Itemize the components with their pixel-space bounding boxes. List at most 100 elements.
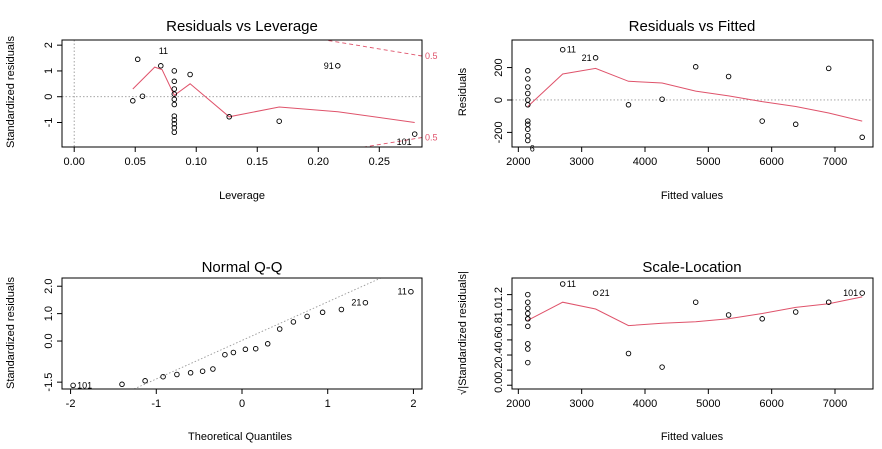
rvf-point-6 [525, 118, 531, 124]
sl-y-tick-label-2: 0.4 [493, 347, 505, 362]
qq-point-7 [210, 366, 216, 372]
qq-point-10 [242, 346, 249, 353]
rvf-point-13 [625, 102, 632, 108]
rvl-y-tick-label-2: 1 [43, 68, 55, 74]
qq-point-9 [230, 349, 237, 356]
scale-location-panel: Scale-Location Fitted values √|Standardi… [457, 259, 874, 443]
qq-point-11 [252, 345, 259, 352]
rvf-plot-frame [511, 39, 874, 148]
rvf-point-5 [525, 102, 531, 108]
rvf-point-label-0: 11 [567, 45, 576, 55]
rvl-point-11 [171, 117, 178, 123]
rvf-x-tick-label-0: 2000 [506, 156, 530, 168]
rvf-y-tick-label-2: 200 [493, 58, 505, 76]
rvl-point-9 [171, 101, 178, 108]
qq-point-2 [142, 378, 148, 384]
sl-x-tick-label-3: 5000 [696, 398, 720, 410]
qq-point-14 [290, 319, 297, 325]
qq-x-tick-label-1: -1 [151, 398, 161, 410]
qq-point-16 [319, 309, 326, 316]
rvf-title: Residuals vs Fitted [629, 18, 756, 35]
sl-point-5 [525, 323, 531, 330]
qq-y-tick-label-0: -1.5 [43, 373, 55, 392]
rvl-cooks-distance-line-0 [322, 40, 422, 57]
rvf-point-19 [825, 65, 832, 72]
rvf-point-10 [525, 137, 531, 144]
rvl-smooth-line [132, 66, 415, 123]
rvl-point-5 [171, 78, 178, 85]
sl-point-12 [625, 350, 632, 357]
rvl-point-label-1: 91 [324, 61, 334, 71]
rvl-point-0 [130, 98, 136, 104]
sl-point-6 [525, 340, 531, 347]
rvf-point-3 [525, 90, 531, 97]
sl-point-3 [525, 310, 531, 317]
qq-point-13 [276, 326, 283, 332]
rvl-x-tick-label-3: 0.15 [247, 156, 268, 168]
qq-y-tick-label-2: 1.0 [43, 306, 55, 321]
sl-y-tick-label-1: 0.2 [493, 362, 505, 377]
qq-point-8 [222, 351, 228, 358]
qq-point-label-1: 21 [351, 298, 361, 308]
rvf-point-12 [592, 55, 599, 61]
qq-point-15 [304, 313, 310, 320]
rvl-point-2 [139, 93, 146, 99]
rvf-point-2 [525, 84, 531, 90]
qq-point-17 [338, 306, 345, 313]
rvl-point-14 [171, 129, 178, 136]
sl-point-14 [692, 299, 699, 305]
sl-point-16 [759, 316, 765, 322]
rvl-point-12 [171, 121, 178, 127]
rvl-point-3 [158, 63, 164, 69]
rvl-x-tick-label-4: 0.20 [308, 156, 329, 168]
rvl-point-18 [335, 63, 341, 69]
qq-point-12 [264, 341, 271, 347]
normal-qq-panel: Normal Q-Q Theoretical Quantiles Standar… [5, 259, 423, 443]
sl-x-tick-label-0: 2000 [506, 398, 530, 410]
qq-plot-frame [61, 277, 423, 390]
qq-point-19 [408, 288, 414, 295]
sl-point-0 [525, 291, 531, 298]
rvf-point-11 [559, 46, 566, 53]
rvl-x-axis-label: Leverage [219, 190, 265, 202]
qq-title: Normal Q-Q [202, 259, 283, 276]
rvf-x-tick-label-2: 4000 [633, 156, 657, 168]
qq-point-6 [199, 368, 206, 374]
rvl-point-6 [171, 86, 178, 92]
sl-y-tick-label-0: 0.0 [493, 378, 505, 393]
rvf-x-tick-label-4: 6000 [759, 156, 783, 168]
qq-point-18 [362, 299, 369, 306]
sl-plot-area [525, 281, 865, 370]
rvf-point-8 [525, 126, 531, 132]
rvf-point-18 [792, 121, 799, 128]
rvf-y-tick-label-1: 0 [493, 97, 505, 103]
sl-y-tick-label-5: 1.0 [493, 302, 505, 317]
rvf-point-label-2: 6 [530, 144, 535, 154]
rvl-point-4 [171, 68, 178, 74]
rvl-point-10 [171, 113, 178, 119]
rvf-smooth-line [527, 67, 863, 122]
sl-x-tick-label-4: 6000 [759, 398, 783, 410]
rvl-point-7 [171, 91, 178, 97]
sl-point-13 [659, 364, 665, 370]
rvl-cooks-distance-line-1 [361, 137, 422, 147]
sl-point-label-0: 11 [567, 279, 576, 289]
rvl-x-tick-label-5: 0.25 [369, 156, 390, 168]
rvl-y-tick-label-1: 0 [43, 94, 55, 100]
residuals-vs-leverage-panel: Residuals vs Leverage Leverage Standardi… [5, 18, 438, 202]
rvl-point-16 [226, 114, 232, 120]
qq-point-3 [160, 373, 166, 380]
sl-point-18 [825, 299, 832, 305]
rvf-plot-area [512, 46, 873, 144]
rvf-point-14 [659, 96, 665, 102]
rvf-x-tick-label-3: 5000 [696, 156, 720, 168]
qq-point-5 [187, 370, 194, 376]
sl-point-label-1: 21 [600, 288, 610, 298]
qq-y-tick-label-1: 0.0 [43, 333, 55, 348]
rvl-y-tick-label-0: -1 [43, 118, 55, 128]
qq-x-tick-label-4: 2 [410, 398, 416, 410]
sl-point-15 [725, 312, 732, 318]
residuals-vs-fitted-panel: Residuals vs Fitted Fitted values Residu… [457, 18, 874, 202]
rvl-y-tick-label-3: 2 [43, 42, 55, 48]
rvf-point-label-1: 21 [582, 53, 592, 63]
